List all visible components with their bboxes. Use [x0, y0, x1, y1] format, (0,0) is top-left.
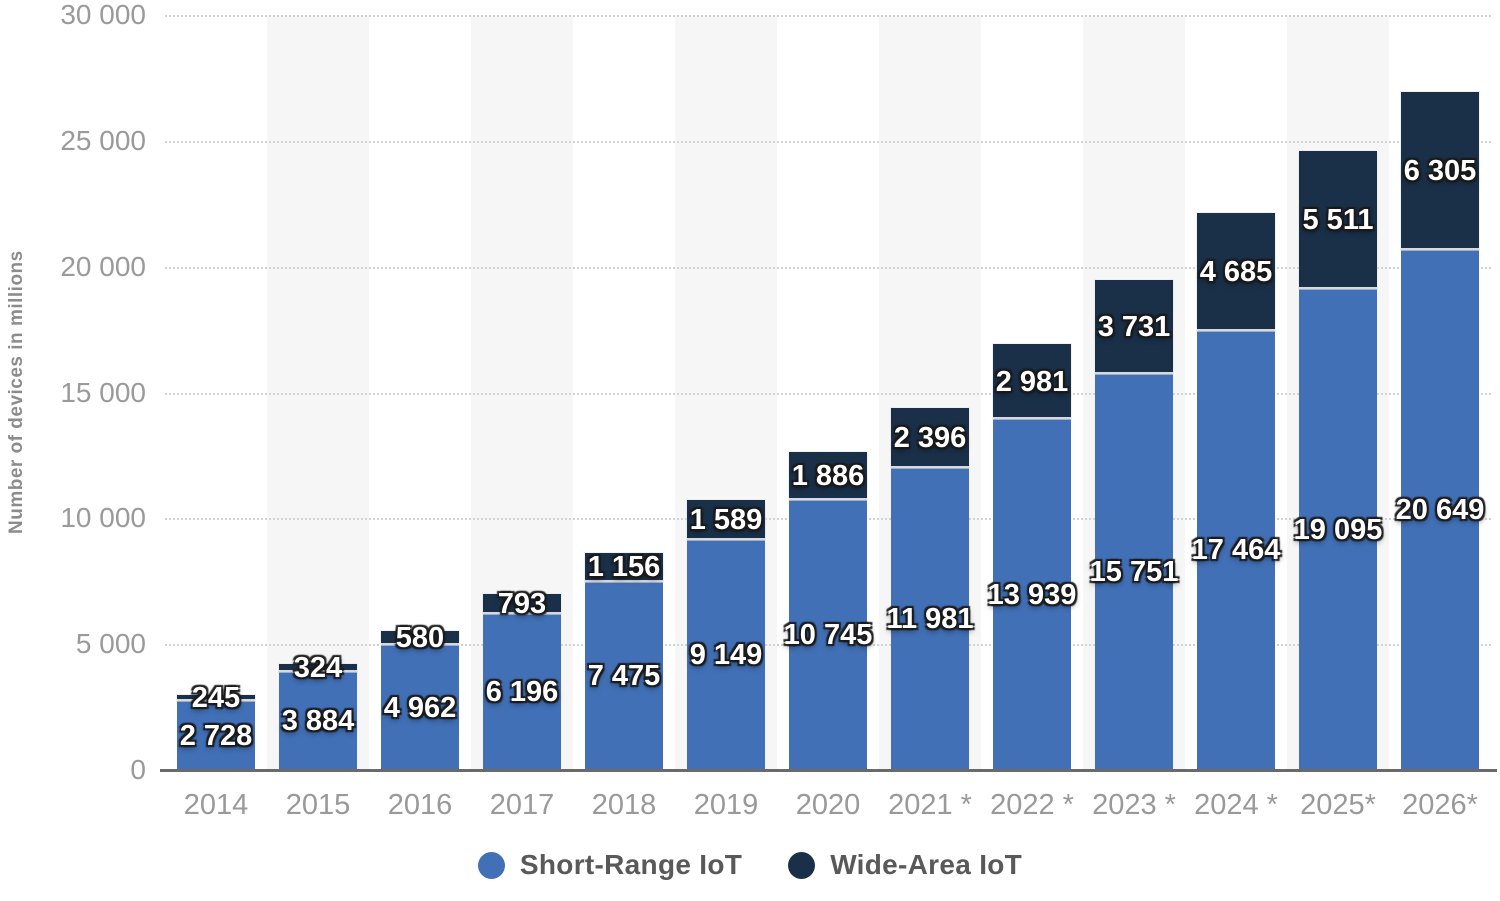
value-label-short-range: 13 939: [987, 578, 1077, 611]
y-tick-label: 15 000: [60, 376, 146, 408]
value-label-wide-area: 1 156: [587, 551, 661, 584]
x-tick-label-2026: 2026*: [1402, 789, 1478, 821]
value-label-short-range: 19 095: [1293, 513, 1383, 546]
bar-segment-wide-area-2026[interactable]: [1401, 91, 1479, 251]
legend-item-short-range-iot[interactable]: Short-Range IoT: [477, 849, 743, 881]
bar-segment-short-range-2021[interactable]: [891, 468, 969, 770]
x-tick-label-2022: 2022 *: [990, 789, 1074, 821]
bar-segment-short-range-2024[interactable]: [1197, 330, 1275, 770]
bar-segment-short-range-2015[interactable]: [279, 672, 357, 770]
bar-segment-short-range-2022[interactable]: [993, 419, 1071, 770]
x-tick-label-2024: 2024 *: [1194, 789, 1278, 821]
bar-segment-short-range-2026[interactable]: [1401, 250, 1479, 770]
value-label-wide-area: 4 685: [1199, 255, 1273, 288]
legend-label-wide-area-iot: Wide-Area IoT: [830, 849, 1023, 880]
gridline-15000: [165, 392, 1491, 395]
value-label-short-range: 3 884: [281, 705, 355, 738]
bar-segment-wide-area-2017[interactable]: [483, 594, 561, 615]
value-label-short-range: 20 649: [1395, 494, 1485, 527]
bar-segment-short-range-2020[interactable]: [789, 499, 867, 770]
x-tick-label-2018: 2018: [591, 789, 657, 821]
bar-column-2021: 11 981 2 396: [879, 15, 981, 770]
y-tick-label: 5 000: [75, 628, 146, 660]
bar-segment-short-range-2025[interactable]: [1299, 289, 1377, 770]
value-label-short-range: 17 464: [1191, 534, 1281, 567]
x-tick-label-2016: 2016: [387, 789, 453, 821]
bar-segment-wide-area-2018[interactable]: [585, 552, 663, 582]
y-tick-label: 0: [130, 754, 146, 785]
value-label-short-range: 6 196: [485, 676, 559, 709]
bar-segment-wide-area-2022[interactable]: [993, 344, 1071, 420]
bar-column-2018: 7 475 1 156: [573, 15, 675, 770]
bar-segment-wide-area-2015[interactable]: [279, 664, 357, 673]
value-label-wide-area: 793: [497, 588, 547, 621]
bar-column-2023: 15 751 3 731: [1083, 15, 1185, 770]
value-label-wide-area: 245: [191, 682, 241, 715]
gridline-25000: [165, 140, 1491, 143]
bar-column-2017: 6 196 793: [471, 15, 573, 770]
value-label-wide-area: 1 886: [791, 459, 865, 492]
bar-column-2015: 3 884 324: [267, 15, 369, 770]
x-tick-label-2020: 2020: [795, 789, 861, 821]
bar-column-2014: 2 728 245: [165, 15, 267, 770]
bar-column-2024: 17 464 4 685: [1185, 15, 1287, 770]
x-tick-label-2017: 2017: [489, 789, 555, 821]
bar-segment-wide-area-2021[interactable]: [891, 408, 969, 469]
x-tick-label-2015: 2015: [285, 789, 351, 821]
x-tick-label-2019: 2019: [693, 789, 759, 821]
legend-item-wide-area-iot[interactable]: Wide-Area IoT: [788, 849, 1022, 881]
bar-column-2020: 10 745 1 886: [777, 15, 879, 770]
wide-area-iot-dot-icon: [788, 851, 816, 879]
value-label-short-range: 7 475: [587, 659, 661, 692]
x-tick-label-2025: 2025*: [1300, 789, 1376, 821]
value-label-wide-area: 580: [395, 621, 445, 654]
short-range-iot-dot-icon: [477, 851, 505, 879]
bar-segment-wide-area-2019[interactable]: [687, 499, 765, 540]
value-label-short-range: 9 149: [689, 638, 763, 671]
x-tick-label-2023: 2023 *: [1092, 789, 1176, 821]
value-label-short-range: 11 981: [886, 603, 974, 636]
value-label-wide-area: 2 981: [995, 365, 1069, 398]
bar-segment-short-range-2016[interactable]: [381, 645, 459, 770]
bar-column-2022: 13 939 2 981: [981, 15, 1083, 770]
value-label-short-range: 4 962: [383, 691, 457, 724]
y-tick-label: 10 000: [60, 502, 146, 534]
gridline-20000: [165, 266, 1491, 269]
bar-column-2026: 20 649 6 305: [1389, 15, 1491, 770]
bar-column-2025: 19 095 5 511: [1287, 15, 1389, 770]
legend-label-short-range-iot: Short-Range IoT: [519, 849, 743, 880]
x-tick-label-2021: 2021 *: [888, 789, 972, 821]
x-tick-label-2014: 2014: [183, 789, 249, 821]
value-label-short-range: 10 745: [783, 618, 873, 651]
bar-column-2019: 9 149 1 589: [675, 15, 777, 770]
bar-column-2016: 4 962 580: [369, 15, 471, 770]
bar-segment-wide-area-2023[interactable]: [1095, 279, 1173, 374]
y-tick-label: 30 000: [60, 0, 146, 30]
bar-segment-short-range-2017[interactable]: [483, 614, 561, 770]
bar-segment-short-range-2019[interactable]: [687, 539, 765, 770]
value-label-wide-area: 1 589: [689, 503, 763, 536]
value-label-wide-area: 5 511: [1302, 204, 1374, 237]
bar-segment-wide-area-2014[interactable]: [177, 695, 255, 702]
bar-segment-short-range-2023[interactable]: [1095, 373, 1173, 770]
gridline-30000: [165, 15, 1491, 17]
x-axis-line: [160, 769, 1497, 772]
bar-segment-short-range-2018[interactable]: [585, 581, 663, 770]
bar-segment-wide-area-2020[interactable]: [789, 452, 867, 500]
bar-segment-wide-area-2025[interactable]: [1299, 150, 1377, 290]
bar-segment-wide-area-2016[interactable]: [381, 630, 459, 646]
y-tick-label: 20 000: [60, 250, 146, 282]
plot-area: 2 728 245 3 884 324 4 962 580 6 196 793 7 475 1 1…: [165, 15, 1491, 770]
value-label-short-range: 15 751: [1089, 555, 1179, 588]
legend: Short-Range IoT Wide-Area IoT: [0, 843, 1500, 887]
bar-segment-wide-area-2024[interactable]: [1197, 212, 1275, 331]
value-label-wide-area: 324: [293, 652, 343, 685]
value-label-short-range: 2 728: [179, 719, 253, 752]
value-label-wide-area: 3 731: [1097, 310, 1171, 343]
value-label-wide-area: 6 305: [1403, 154, 1477, 187]
y-tick-label: 25 000: [60, 124, 146, 156]
bar-segment-short-range-2014[interactable]: [177, 701, 255, 770]
value-label-wide-area: 2 396: [893, 422, 967, 455]
